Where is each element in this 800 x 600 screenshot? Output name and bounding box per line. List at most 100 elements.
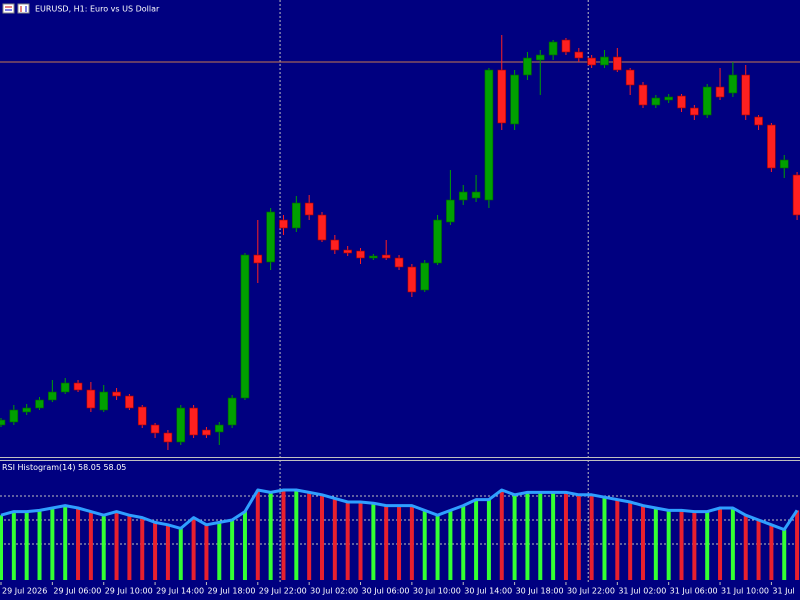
histogram-bar: [397, 505, 402, 580]
candle-body: [715, 86, 725, 98]
histogram-bar: [795, 510, 800, 580]
candle-body: [304, 202, 314, 216]
candle-body: [150, 424, 160, 434]
indicator-title: RSI Histogram(14) 58.05 58.05: [2, 463, 126, 472]
candle-body: [625, 69, 635, 86]
candle-body: [613, 56, 622, 71]
candle-body: [497, 69, 507, 124]
histogram-bar: [782, 529, 787, 580]
x-tick-label: 30 Jul 22:00: [567, 587, 615, 596]
histogram-bar: [204, 524, 209, 580]
x-tick-label: 30 Jul 10:00: [413, 587, 461, 596]
histogram-bar: [525, 492, 530, 580]
histogram-bar: [307, 492, 312, 580]
histogram-bar: [653, 508, 658, 580]
candle-body: [407, 266, 417, 293]
histogram-bar: [50, 508, 55, 580]
candle-body: [394, 257, 404, 268]
histogram-bar: [769, 524, 774, 580]
candle-body: [125, 395, 134, 409]
candle-body: [792, 174, 800, 216]
histogram-bar: [576, 494, 581, 580]
x-tick-label: 29 Jul 10:00: [105, 587, 153, 596]
histogram-bar: [332, 498, 337, 580]
histogram-bar: [718, 508, 723, 580]
candle-body: [227, 397, 237, 426]
histogram-bar: [679, 510, 684, 580]
candle-body: [35, 399, 44, 409]
candle-body: [240, 254, 250, 399]
candle-body: [60, 382, 70, 393]
candle-body: [767, 124, 776, 169]
histogram-bar: [743, 515, 748, 580]
histogram-bar: [294, 490, 299, 580]
candle-body: [677, 95, 686, 109]
candle-body: [574, 51, 584, 59]
histogram-bar: [114, 511, 119, 580]
candle-body: [664, 96, 673, 101]
candle-body: [510, 74, 519, 125]
histogram-bar: [409, 505, 414, 580]
candle-body: [48, 391, 57, 401]
histogram-bar: [268, 492, 273, 580]
histogram-bar: [499, 490, 504, 580]
candle-body: [356, 250, 365, 259]
candle-body: [381, 254, 391, 259]
histogram-bar: [371, 503, 376, 580]
histogram-bar: [101, 515, 106, 580]
histogram-bar: [242, 511, 247, 580]
candle-body: [741, 74, 751, 116]
histogram-bar: [63, 505, 68, 580]
histogram-bar: [165, 524, 170, 580]
indicator-line: [0, 488, 799, 532]
candle-body: [279, 219, 288, 229]
histogram-bar: [538, 492, 543, 580]
candle-body: [73, 382, 83, 391]
histogram-bar: [281, 490, 286, 580]
x-tick-label: 30 Jul 18:00: [516, 587, 564, 596]
candle-body: [446, 199, 455, 223]
candle-body: [548, 41, 558, 56]
x-tick-label: 31 Jul 10:00: [721, 587, 769, 596]
candle-body: [266, 211, 275, 263]
x-tick-label: 31 Jul 02:00: [618, 587, 666, 596]
indicator-value: 58.05: [103, 463, 126, 472]
candle-body: [176, 407, 186, 443]
header-icons: [2, 3, 30, 14]
candle-body: [292, 202, 301, 229]
histogram-bar: [474, 499, 479, 580]
candle-body: [189, 407, 198, 436]
candle-body: [600, 56, 609, 66]
candle-body: [253, 254, 263, 264]
histogram-bar: [140, 517, 145, 580]
histogram-bar: [178, 528, 183, 580]
candle-body: [214, 424, 224, 433]
x-tick-label: 30 Jul 02:00: [310, 587, 358, 596]
candle-body: [343, 249, 352, 254]
histogram-bar: [230, 520, 235, 580]
candle-body: [523, 57, 532, 76]
histogram-bar: [76, 508, 81, 580]
x-tick-label: 29 Jul 06:00: [53, 587, 101, 596]
histogram-bar: [24, 511, 29, 580]
candle-body: [0, 419, 6, 426]
x-tick-label: 31 Jul 06:00: [670, 587, 718, 596]
candle-body: [137, 406, 147, 426]
candle-body: [433, 219, 442, 264]
chart-title: EURUSD, H1: Euro vs US Dollar: [35, 5, 160, 14]
histogram-bar: [602, 497, 607, 580]
x-tick-label: 29 Jul 2026: [2, 587, 47, 596]
candle-body: [638, 84, 648, 106]
histogram-bar: [191, 517, 196, 580]
histogram-bar: [666, 510, 671, 580]
histogram-bar: [563, 492, 568, 580]
x-tick-label: 30 Jul 06:00: [362, 587, 410, 596]
histogram-bar: [486, 499, 491, 580]
candle-body: [458, 191, 468, 201]
candle-body: [330, 239, 340, 251]
candle-body: [779, 159, 789, 169]
candle-body: [202, 429, 211, 436]
histogram-bar: [551, 492, 556, 580]
candle-body: [163, 432, 173, 443]
x-tick-label: 29 Jul 14:00: [156, 587, 204, 596]
